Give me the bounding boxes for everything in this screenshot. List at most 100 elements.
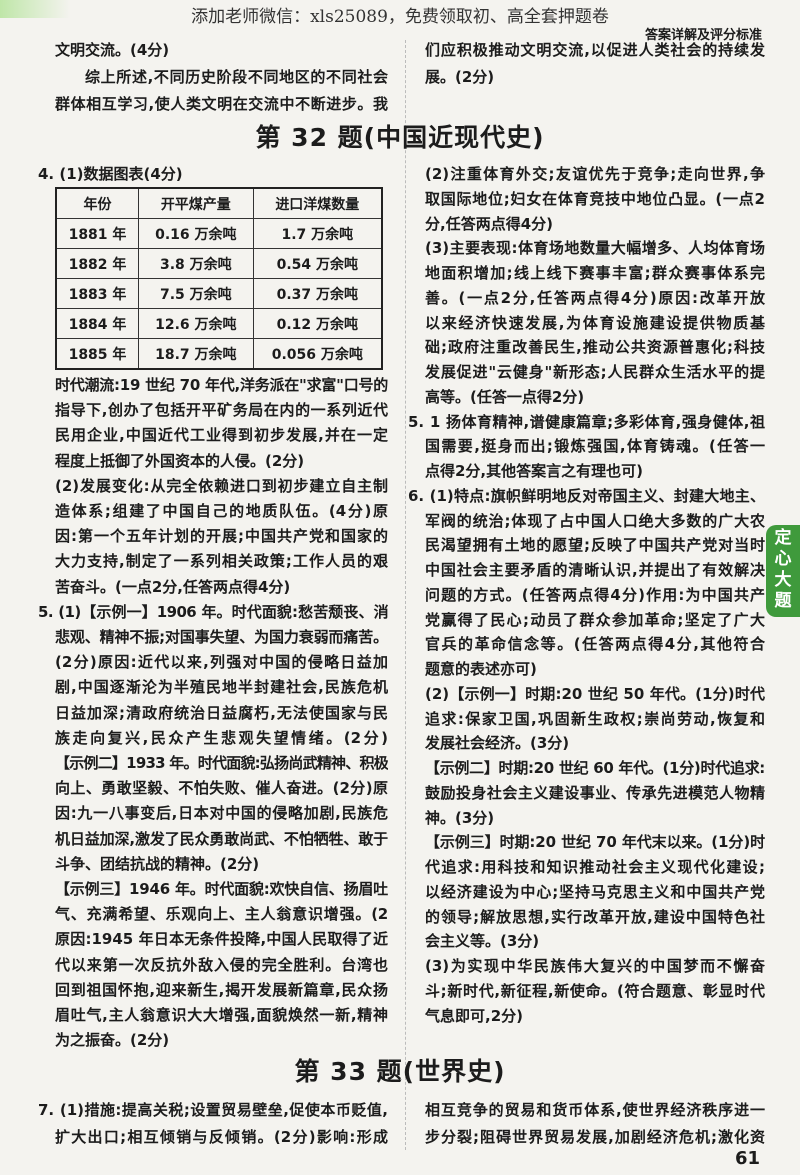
text-line: 因:九一八事变后,日本对中国的侵略加剧,民族危 (55, 804, 388, 823)
table-cell: 0.54 万余吨 (252, 248, 383, 279)
table-header: 进口洋煤数量 (252, 187, 383, 219)
text-line: 【示例二】时期:20 世纪 60 年代。(1分)时代追求: (425, 759, 765, 777)
text-line: 以经济建设为中心;坚持马克思主义和中国共产党 (425, 882, 765, 901)
text-line: 鼓励投身社会主义建设事业、传承先进模范人物精 (425, 783, 765, 802)
table-cell: 7.5 万余吨 (138, 278, 254, 309)
table-cell: 12.6 万余吨 (138, 308, 254, 339)
text-line: 发展社会经济。(3分) (425, 734, 570, 753)
table-cell: 1883 年 (55, 278, 140, 309)
table-cell: 0.37 万余吨 (252, 278, 383, 309)
text-line: 地面积增加;线上线下赛事丰富;群众赛事体系完 (425, 264, 765, 282)
table-cell: 1885 年 (55, 338, 140, 370)
text-line: (2)【示例一】时期:20 世纪 50 年代。(1分)时代 (425, 684, 765, 703)
table-cell: 3.8 万余吨 (138, 248, 254, 279)
text-line: 代以来第一次反抗外敌入侵的完全胜利。台湾也 (55, 955, 388, 974)
text-line: 民用企业,中国近代工业得到初步发展,并在一定 (55, 426, 388, 445)
watermark-text: 添加老师微信：xls25089，免费领取初、高全套押题卷 (191, 7, 609, 27)
coal-data-table: 年份 开平煤产量 进口洋煤数量 1881 年 0.16 万余吨 1.7 万余吨 188… (55, 187, 383, 370)
text-line: 点得2分,其他答案言之有理也可) (425, 462, 643, 480)
text-line: 群体相互学习,使人类文明在交流中不断进步。我 (55, 95, 388, 113)
text-line: 【示例二】1933 年。时代面貌:弘扬尚武精神、积极 (55, 754, 388, 772)
text-line: 步分裂;阻碍世界贸易发展,加剧经济危机;激化资 (425, 1128, 765, 1146)
page-number: 61 (735, 1148, 761, 1169)
text-line: 综上所述,不同历史阶段不同地区的不同社会 (85, 68, 388, 86)
text-line: 剧,中国逐渐沦为半殖民地半封建社会,民族危机 (55, 678, 388, 697)
text-line: 善。(一点2分,任答两点得4分)原因:改革开放 (425, 288, 765, 307)
table-cell: 0.16 万余吨 (138, 218, 254, 249)
running-head: 答案详解及评分标准 (644, 28, 762, 43)
text-line: 原因:1945 年日本无条件投降,中国人民取得了近 (55, 930, 388, 949)
text-line: (3)主要表现:体育场地数量大幅增多、人均体育场 (425, 239, 765, 258)
text-line: 文明交流。(4分) (55, 41, 170, 59)
table-header: 开平煤产量 (138, 187, 254, 219)
table-header: 年份 (55, 187, 140, 219)
table-row: 1885 年 18.7 万余吨 0.056 万余吨 (55, 338, 383, 370)
text-line: 【示例三】时期:20 世纪 70 年代末以来。(1分)时 (425, 833, 765, 852)
text-line: (2)发展变化:从完全依赖进口到初步建立自主制 (55, 476, 388, 495)
text-line: 的领导;解放思想,实行改革开放,建设中国特色社 (425, 907, 765, 926)
text-line: 气、充满希望、乐观向上、主人翁意识增强。(2分) (55, 905, 388, 924)
text-line: 题意的表述亦可) (425, 660, 537, 678)
table-cell: 1881 年 (55, 218, 140, 249)
page-edge-tint (0, 0, 70, 18)
text-line: 中国社会主要矛盾的清晰认识,并提出了有效解决 (425, 561, 765, 579)
text-line: 回到祖国怀抱,迎来新生,揭开发展新篇章,民众扬 (55, 980, 388, 999)
table-header-row: 年份 开平煤产量 进口洋煤数量 (55, 187, 383, 219)
section-heading-32: 第 32 题(中国近现代史) (255, 123, 545, 152)
text-line: 高等。(任答一点得2分) (425, 387, 585, 406)
text-line: 分,任答两点得4分) (425, 214, 553, 233)
text-line: 发展促进"云健身"新形态;人民群众生活水平的提 (425, 363, 765, 381)
text-line: 程度上抵御了外国资本的人侵。(2分) (55, 451, 305, 470)
text-line: 民渴望拥有土地的愿望;反映了中国共产党对当时 (425, 536, 765, 555)
table-row: 1882 年 3.8 万余吨 0.54 万余吨 (55, 248, 383, 279)
text-line: 神。(3分) (425, 808, 495, 827)
text-line: 以来经济快速发展,为体育设施建设提供物质基 (425, 313, 765, 332)
text-line: 斗争、团结抗战的精神。(2分) (55, 854, 260, 873)
table-cell: 0.056 万余吨 (252, 338, 383, 370)
text-line: 6. (1)特点:旗帜鲜明地反对帝国主义、封建大地主、 (408, 486, 765, 505)
text-line: 【示例三】1946 年。时代面貌:欢快自信、扬眉吐 (55, 880, 388, 898)
text-line: 族走向复兴,民众产生悲观失望情绪。(2分) (55, 728, 388, 747)
text-line: 代追求:用科技和知识推动社会主义现代化建设; (425, 858, 765, 876)
text-line: 相互竞争的贸易和货币体系,使世界经济秩序进一 (425, 1101, 765, 1119)
text-line: 军阀的统治;体现了占中国人口绝大多数的广大农 (425, 511, 765, 530)
text-line: 础;政府注重改善民生,推动公共资源普惠化;科技 (425, 338, 765, 357)
text-line: 日益加深;清政府统治日益腐朽,无法使国家与民 (55, 703, 388, 722)
side-tab-label: 定心大题 (774, 528, 792, 611)
text-line: 7. (1)措施:提高关税;设置贸易壁垒,促使本币贬值, (38, 1101, 388, 1119)
table-cell: 1882 年 (55, 248, 140, 279)
table-cell: 1884 年 (55, 308, 140, 339)
text-line: 向上、勇敢坚毅、不怕失败、催人奋进。(2分)原 (55, 779, 388, 798)
text-line: 展。(2分) (425, 68, 495, 86)
text-line: 造体系;组建了中国自己的地质队伍。(4分)原 (55, 502, 388, 520)
table-cell: 0.12 万余吨 (252, 308, 383, 339)
text-line: 气息即可,2分) (425, 1006, 523, 1025)
question-4-heading: 4. (1)数据图表(4分) (38, 165, 183, 183)
text-line: 国需要,挺身而出;锻炼强国,体育铸魂。(任答一 (425, 437, 765, 456)
text-line: 追求:保家卫国,巩固新生政权;崇尚劳动,恢复和 (425, 709, 765, 728)
text-line: 党赢得了民心;动员了群众参加革命;坚定了广大 (425, 610, 765, 629)
table-cell: 1.7 万余吨 (252, 218, 383, 249)
text-line: 为之振奋。(2分) (55, 1031, 170, 1050)
section-heading-33: 第 33 题(世界史) (294, 1057, 506, 1086)
text-line: 5. 1 扬体育精神,谱健康篇章;多彩体育,强身健体,祖 (408, 412, 765, 431)
text-line: (3)为实现中华民族伟大复兴的中国梦而不懈奋 (425, 957, 765, 975)
text-line: 大力支持,制定了一系列相关政策;工作人员的艰 (55, 552, 388, 571)
text-line: 眉吐气,主人翁意识大大增强,面貌焕然一新,精神 (55, 1006, 388, 1024)
text-line: 因:第一个五年计划的开展;中国共产党和国家的 (55, 527, 388, 546)
text-line: 官兵的革命信念等。(任答两点得4分,其他符合 (425, 635, 765, 654)
text-line: 5. (1)【示例一】1906 年。时代面貌:愁苦颓丧、消极 (38, 602, 388, 621)
text-line: 会主义等。(3分) (425, 932, 540, 951)
table-cell: 18.7 万余吨 (138, 338, 254, 370)
column-divider (405, 40, 406, 1150)
table-row: 1884 年 12.6 万余吨 0.12 万余吨 (55, 308, 383, 339)
text-line: 指导下,创办了包括开平矿务局在内的一系列近代 (55, 401, 388, 420)
table-row: 1883 年 7.5 万余吨 0.37 万余吨 (55, 278, 383, 309)
text-line: 机日益加深,激发了民众勇敢尚武、不怕牺牲、敢于 (55, 829, 388, 848)
table-row: 1881 年 0.16 万余吨 1.7 万余吨 (55, 218, 383, 249)
text-line: 时代潮流:19 世纪 70 年代,洋务派在"求富"口号的 (55, 376, 388, 394)
side-tab: 定心大题 (766, 525, 800, 617)
text-line: 问题的方式。(任答两点得4分)作用:为中国共产 (425, 585, 765, 604)
text-line: (2分)原因:近代以来,列强对中国的侵略日益加 (55, 653, 388, 672)
text-line: 们应积极推动文明交流,以促进人类社会的持续发 (425, 41, 765, 59)
